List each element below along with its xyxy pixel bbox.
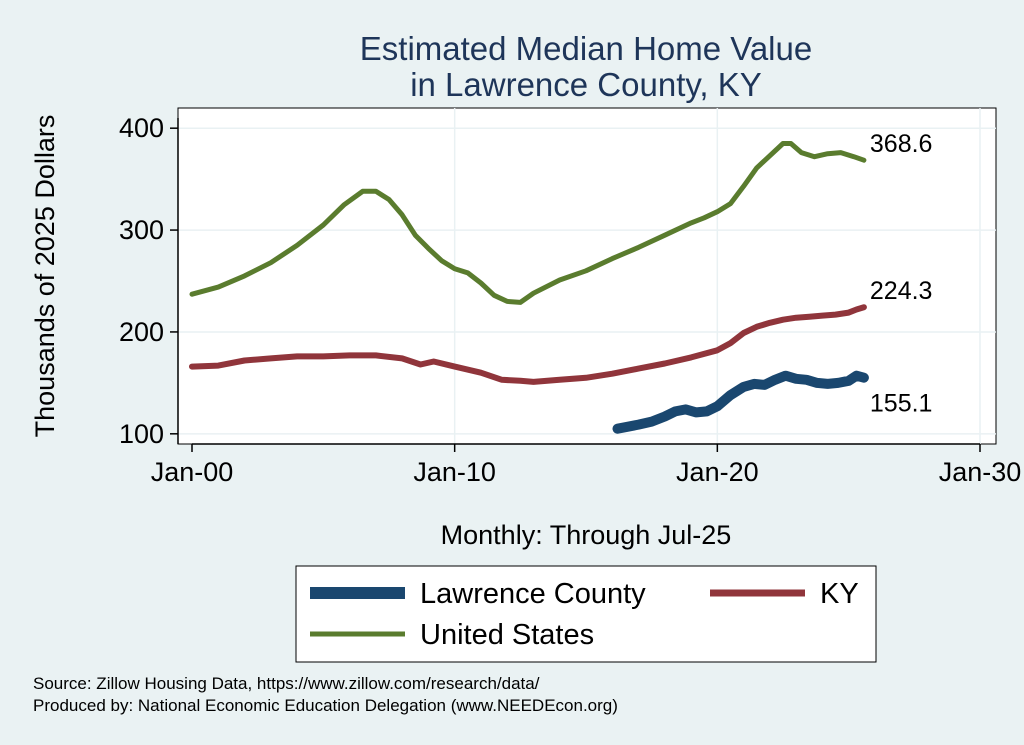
series-end-labels: 155.1 224.3 368.6 <box>870 130 933 418</box>
legend-label-united-states: United States <box>420 619 594 651</box>
y-axis-title: Thousands of 2025 Dollars <box>30 115 60 438</box>
y-tick-label-200: 200 <box>119 317 164 347</box>
x-axis-ticks: Jan-00 Jan-10 Jan-20 Jan-30 <box>151 444 1022 487</box>
legend-label-ky: KY <box>820 578 859 610</box>
legend-label-lawrence-county: Lawrence County <box>420 578 646 610</box>
series-lines <box>189 141 869 434</box>
source-line-2: Produced by: National Economic Education… <box>33 696 618 715</box>
end-label-ky: 224.3 <box>870 277 933 305</box>
series-line-lawrence-county <box>612 370 869 434</box>
plot-area <box>177 107 997 445</box>
source-line-1: Source: Zillow Housing Data, https://www… <box>33 674 540 693</box>
series-line-united-states <box>189 141 867 305</box>
legend: Lawrence County KY United States <box>295 565 877 663</box>
x-tick-label-Jan-20: Jan-20 <box>676 457 759 487</box>
y-tick-label-100: 100 <box>119 419 164 449</box>
series-line-ky <box>189 304 867 385</box>
y-axis-ticks: 100 200 300 400 <box>119 113 178 449</box>
x-axis-title: Monthly: Through Jul-25 <box>441 520 732 550</box>
y-tick-label-400: 400 <box>119 113 164 143</box>
x-tick-label-Jan-30: Jan-30 <box>939 457 1022 487</box>
end-label-lawrence-county: 155.1 <box>870 390 933 418</box>
chart-title-line-2: in Lawrence County, KY <box>410 66 762 103</box>
y-tick-label-300: 300 <box>119 215 164 245</box>
x-tick-label-Jan-00: Jan-00 <box>151 457 234 487</box>
end-label-united-states: 368.6 <box>870 130 933 158</box>
chart-title-line-1: Estimated Median Home Value <box>360 30 812 67</box>
x-tick-label-Jan-10: Jan-10 <box>413 457 496 487</box>
legend-box <box>295 565 877 663</box>
